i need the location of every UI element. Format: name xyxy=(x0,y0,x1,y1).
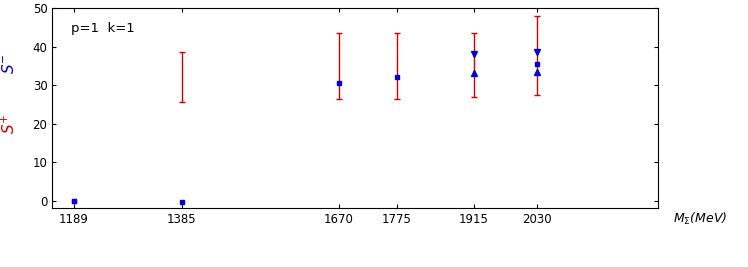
Text: $S^{+}$: $S^{+}$ xyxy=(0,114,18,135)
Text: $M_{\Sigma}$(MeV): $M_{\Sigma}$(MeV) xyxy=(673,211,727,227)
Text: p=1  k=1: p=1 k=1 xyxy=(70,22,135,35)
Text: $S^{-}$: $S^{-}$ xyxy=(1,54,17,74)
